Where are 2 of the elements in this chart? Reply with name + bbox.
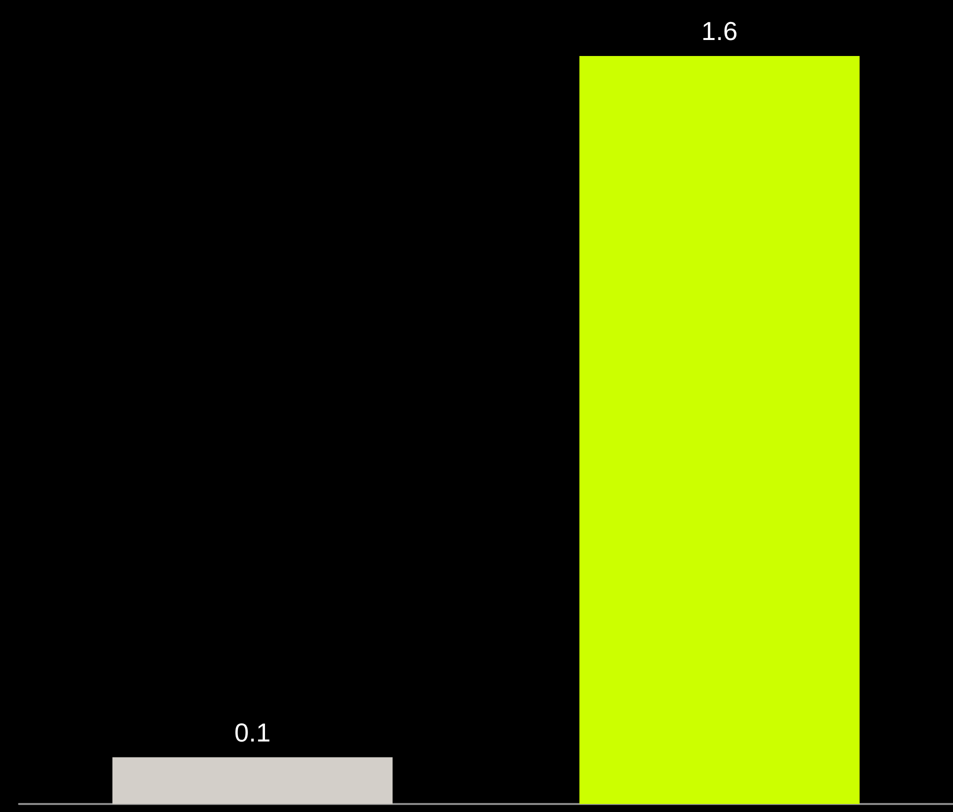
data-label: 0.1 [234,717,271,748]
data-label: 1.6 [701,16,738,46]
